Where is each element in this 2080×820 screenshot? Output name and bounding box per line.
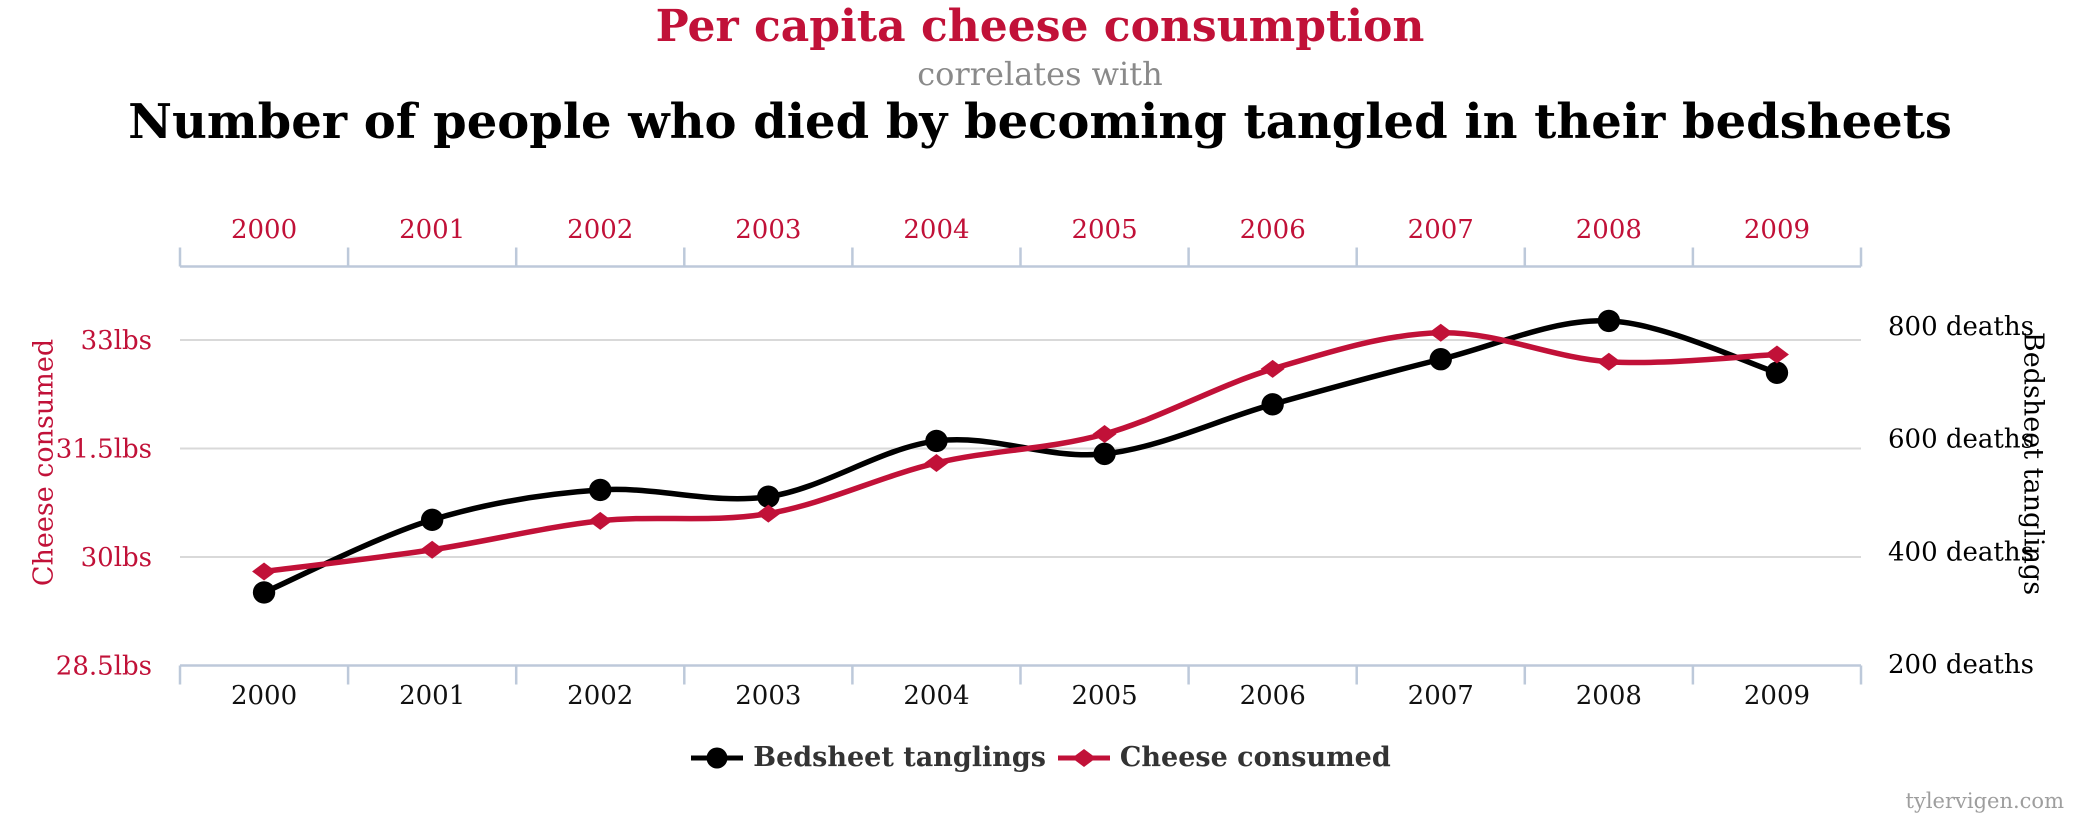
bottom-axis-year-label-2007: 2007 <box>1408 681 1474 711</box>
left-axis-tick-label: 28.5lbs <box>56 652 152 682</box>
chart-title-secondary: Number of people who died by becoming ta… <box>128 94 1952 150</box>
marker-cheese-consumed-2000 <box>252 562 277 581</box>
chart-title-connector: correlates with <box>917 55 1163 93</box>
top-axis-year-label-2000: 2000 <box>231 215 297 245</box>
series-line-cheese-consumed <box>261 330 1780 575</box>
top-axis-year-label-2005: 2005 <box>1071 215 1137 245</box>
left-axis-tick-label: 30lbs <box>81 543 152 573</box>
marker-bedsheet-tanglings-2004 <box>925 429 948 453</box>
left-axis-title: Cheese consumed <box>28 338 60 587</box>
axis-labels-group: 2000 2000 2001 2001 2002 2002 2003 2003 2004 2004… <box>56 215 2034 711</box>
bottom-axis-year-label-2003: 2003 <box>735 681 801 711</box>
marker-cheese-consumed-2001 <box>420 540 445 559</box>
marker-bedsheet-tanglings-2000 <box>252 581 276 604</box>
marker-bedsheet-tanglings-2007 <box>1429 348 1452 371</box>
top-axis-year-label-2001: 2001 <box>399 215 465 245</box>
marker-bedsheet-tanglings-2003 <box>757 485 780 508</box>
bottom-axis-year-label-2005: 2005 <box>1071 681 1137 711</box>
bottom-axis-year-label-2008: 2008 <box>1576 681 1642 711</box>
legend-item-cheese-consumed: Cheese consumed <box>1056 742 1391 773</box>
legend-circle <box>706 747 728 768</box>
bottom-axis-year-label-2004: 2004 <box>903 681 969 711</box>
top-axis-year-label-2008: 2008 <box>1576 215 1642 245</box>
marker-cheese-consumed-2009 <box>1764 345 1789 364</box>
marker-bedsheet-tanglings-2002 <box>589 478 612 502</box>
marker-cheese-consumed-2006 <box>1260 359 1285 378</box>
marker-bedsheet-tanglings-2009 <box>1765 361 1789 384</box>
marker-bedsheet-tanglings-2006 <box>1261 393 1284 416</box>
right-axis-tick-label: 600 deaths <box>1888 425 2034 455</box>
bottom-axis-year-label-2002: 2002 <box>567 681 633 711</box>
marker-bedsheet-tanglings-2005 <box>1093 442 1116 466</box>
marker-cheese-consumed-2004 <box>924 453 949 472</box>
right-axis-tick-label: 200 deaths <box>1888 650 2034 680</box>
top-axis-year-label-2006: 2006 <box>1240 215 1306 245</box>
top-axis-year-label-2007: 2007 <box>1408 215 1474 245</box>
top-axis-year-label-2009: 2009 <box>1744 215 1810 245</box>
left-axis-tick-label: 31.5lbs <box>56 435 152 465</box>
legend-marker-circle-icon <box>691 747 744 768</box>
watermark: tylervigen.com <box>1905 789 2064 813</box>
top-axis-year-label-2004: 2004 <box>903 215 969 245</box>
bottom-axis-year-label-2000: 2000 <box>231 681 297 711</box>
marker-cheese-consumed-2005 <box>1092 425 1117 444</box>
legend-label-cheese-consumed: Cheese consumed <box>1119 742 1391 773</box>
legend-item-bedsheet-tanglings: Bedsheet tanglings <box>689 742 1046 773</box>
bottom-axis-year-label-2001: 2001 <box>399 681 465 711</box>
axes-group <box>178 247 1863 685</box>
marker-cheese-consumed-2008 <box>1596 352 1621 371</box>
bottom-axis-year-label-2009: 2009 <box>1744 681 1810 711</box>
chart-title-primary: Per capita cheese consumption <box>655 1 1425 52</box>
marker-cheese-consumed-2007 <box>1428 323 1453 342</box>
legend: Bedsheet tanglings Cheese consumed <box>0 742 2080 773</box>
top-axis-year-label-2003: 2003 <box>735 215 801 245</box>
series-group <box>252 309 1789 604</box>
top-axis-year-label-2002: 2002 <box>567 215 633 245</box>
legend-diamond <box>1071 748 1096 767</box>
bottom-axis-year-label-2006: 2006 <box>1240 681 1306 711</box>
legend-label-bedsheet-tanglings: Bedsheet tanglings <box>753 742 1046 773</box>
series-line-bedsheet-tanglings <box>261 318 1780 596</box>
right-axis-title: Bedsheet tanglings <box>2017 331 2049 596</box>
marker-cheese-consumed-2002 <box>588 511 613 530</box>
legend-marker-diamond-icon <box>1057 748 1110 767</box>
marker-bedsheet-tanglings-2001 <box>420 508 444 531</box>
marker-bedsheet-tanglings-2008 <box>1597 309 1621 333</box>
marker-cheese-consumed-2003 <box>756 504 781 523</box>
left-axis-tick-label: 33lbs <box>81 326 152 356</box>
right-axis-tick-label: 400 deaths <box>1888 537 2034 567</box>
right-axis-tick-label: 800 deaths <box>1888 312 2034 342</box>
